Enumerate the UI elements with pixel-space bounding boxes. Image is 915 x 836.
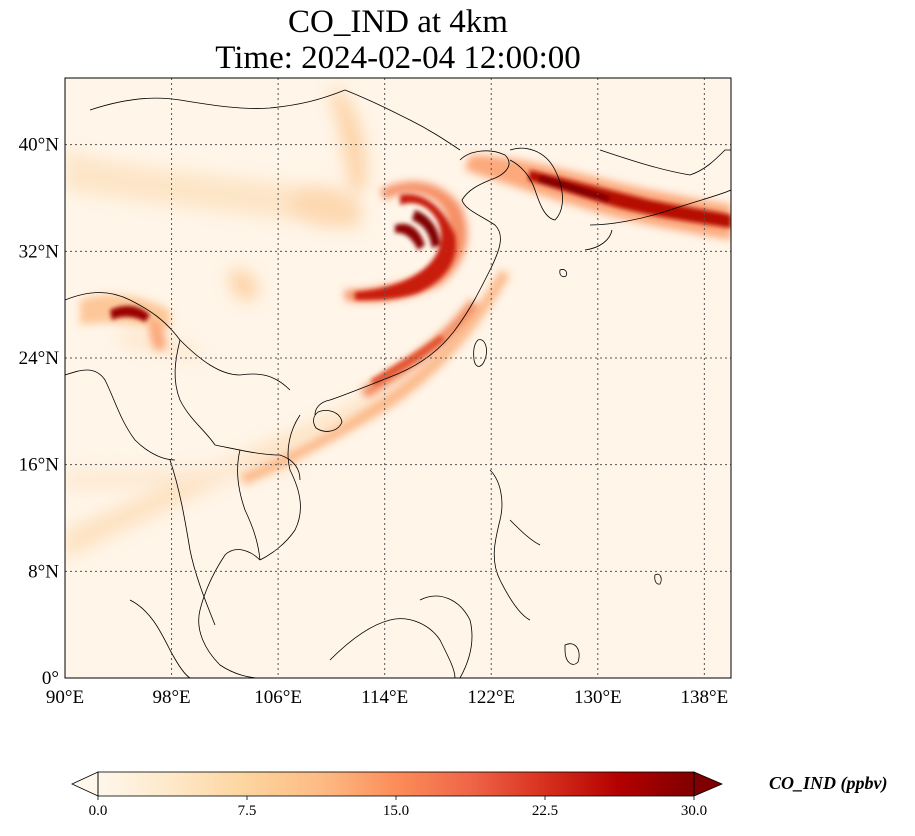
colorbar-tick-label: 15.0 <box>383 803 409 819</box>
lon-tick-label: 122°E <box>467 687 515 708</box>
lat-tick-label: 8°N <box>28 561 59 582</box>
map-panel: 90°E 98°E 106°E 114°E 122°E 130°E 138°E 0° 8°N 1… <box>19 77 732 708</box>
colorbar-ticks: 0.0 7.5 15.0 22.5 30.0 <box>89 796 707 819</box>
lon-tick-label: 98°E <box>152 687 190 708</box>
map-title-line-1: CO_IND at 4km <box>288 4 508 40</box>
gridlines <box>65 78 731 678</box>
colorbar-extend-max <box>693 771 724 797</box>
colorbar: 0.0 7.5 15.0 22.5 30.0 CO_IND (ppbv) <box>71 771 888 819</box>
lat-tick-label: 0° <box>42 668 59 689</box>
lat-tick-label: 24°N <box>19 348 60 369</box>
lon-tick-label: 138°E <box>681 687 729 708</box>
colorbar-tick-label: 0.0 <box>89 803 108 819</box>
colorbar-tick-label: 7.5 <box>238 803 257 819</box>
colorbar-gradient <box>98 772 694 796</box>
colorbar-tick-label: 30.0 <box>681 803 707 819</box>
lat-tick-label: 16°N <box>19 455 60 476</box>
lat-tick-label: 32°N <box>19 241 60 262</box>
colorbar-extend-min <box>71 771 99 797</box>
lon-tick-label: 130°E <box>574 687 622 708</box>
map-title-line-2: Time: 2024-02-04 12:00:00 <box>215 40 581 76</box>
lat-axis: 0° 8°N 16°N 24°N 32°N 40°N <box>19 135 60 689</box>
concentration-field <box>65 78 731 678</box>
lat-tick-label: 40°N <box>19 135 60 156</box>
colorbar-label: CO_IND (ppbv) <box>769 773 888 794</box>
lon-tick-label: 106°E <box>254 687 302 708</box>
colorbar-tick-label: 22.5 <box>532 803 558 819</box>
lon-tick-label: 90°E <box>46 687 84 708</box>
lon-tick-label: 114°E <box>361 687 408 708</box>
map-frame <box>64 77 732 679</box>
lon-axis: 90°E 98°E 106°E 114°E 122°E 130°E 138°E <box>46 687 728 708</box>
